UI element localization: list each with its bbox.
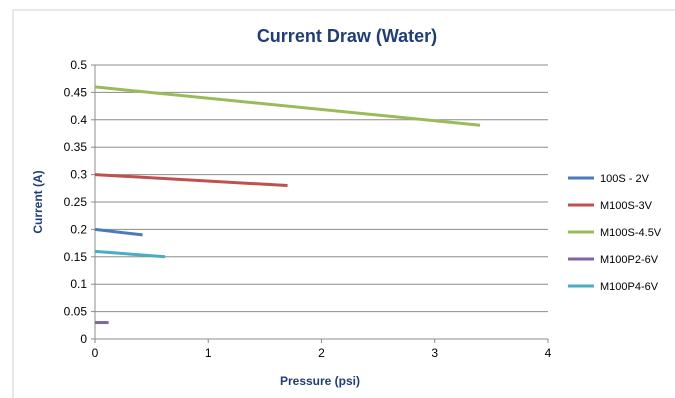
y-tick-label: 0.1: [70, 277, 87, 291]
y-axis-title: Current (A): [31, 170, 45, 233]
y-tick-label: 0.05: [64, 305, 88, 319]
series-line-2: [94, 85, 481, 127]
legend-label: M100S-3V: [600, 200, 653, 212]
legend-label: 100S - 2V: [600, 173, 650, 185]
chart-title: Current Draw (Water): [257, 26, 437, 46]
y-tick-label: 0.35: [64, 140, 88, 154]
y-tick-label: 0.45: [64, 85, 88, 99]
legend-label: M100S-4.5V: [600, 227, 662, 239]
x-tick-label: 4: [545, 346, 552, 360]
series-line-1: [94, 173, 288, 188]
grid-lines: [95, 64, 548, 313]
x-tick-label: 3: [431, 346, 438, 360]
x-tick-label: 0: [92, 346, 99, 360]
x-tick-labels: 0 1 2 3 4: [92, 339, 552, 360]
y-tick-label: 0.15: [64, 250, 88, 264]
x-tick-label: 2: [318, 346, 325, 360]
y-tick-label: 0.25: [64, 195, 88, 209]
plot-series: [94, 85, 481, 325]
y-tick-label: 0.2: [70, 222, 87, 236]
y-tick-labels: 0 0.05 0.1 0.15 0.2 0.25 0.3 0.35 0.4 0.45 0.5: [64, 58, 95, 346]
y-tick-label: 0.4: [70, 113, 87, 127]
series-line-4: [94, 249, 166, 259]
legend: 100S - 2V M100S-3V M100S-4.5V M100P2-6V M100…: [568, 173, 662, 293]
y-tick-label: 0.5: [70, 58, 87, 72]
legend-label: M100P2-6V: [600, 254, 659, 266]
legend-label: M100P4-6V: [600, 281, 659, 293]
x-axis-title: Pressure (psi): [280, 374, 360, 388]
x-tick-label: 1: [205, 346, 212, 360]
series-line-0: [94, 227, 143, 237]
y-tick-label: 0.3: [70, 168, 87, 182]
y-tick-label: 0: [80, 332, 87, 346]
